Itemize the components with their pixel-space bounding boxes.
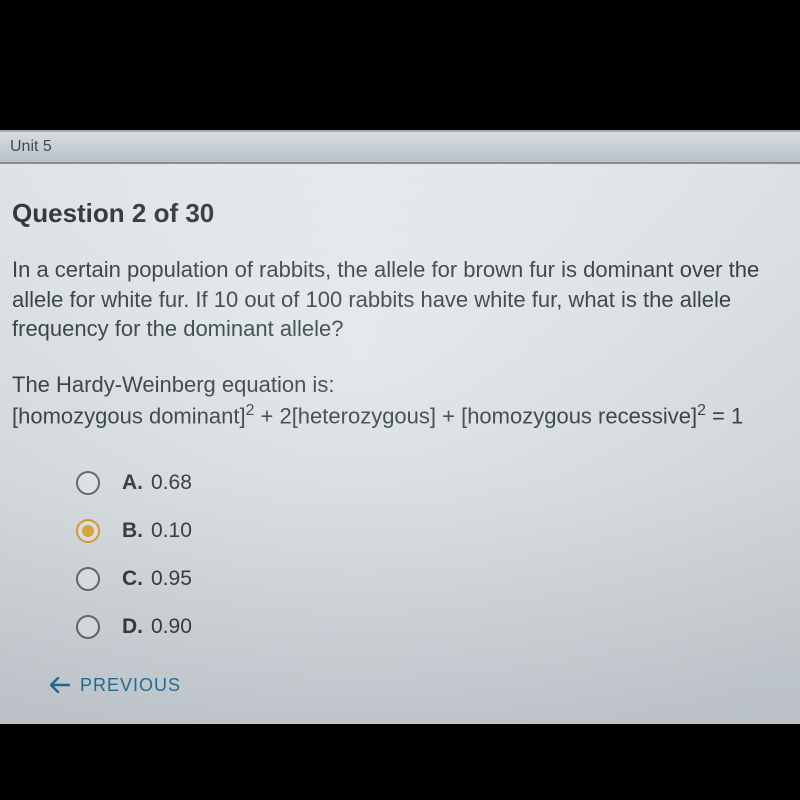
question-panel: Question 2 of 30 In a certain population…	[0, 164, 800, 724]
option-a[interactable]: A. 0.68	[76, 471, 790, 495]
equation-block: The Hardy-Weinberg equation is: [homozyg…	[12, 370, 790, 431]
option-d[interactable]: D. 0.90	[76, 615, 790, 639]
radio-icon	[76, 471, 100, 495]
previous-label: PREVIOUS	[80, 675, 181, 696]
option-letter: C.	[122, 567, 143, 591]
equation-intro: The Hardy-Weinberg equation is:	[12, 372, 334, 397]
equation-part1: [homozygous dominant]	[12, 403, 246, 428]
options-list: A. 0.68 B. 0.10 C. 0.95 D. 0.90	[12, 471, 790, 639]
radio-icon	[76, 567, 100, 591]
equation-part2: + 2[heterozygous] + [homozygous recessiv…	[254, 403, 697, 428]
option-letter: A.	[122, 471, 143, 495]
black-letterbox-top	[0, 0, 800, 130]
question-counter: Question 2 of 30	[12, 198, 790, 229]
option-text: 0.95	[151, 567, 192, 591]
unit-header-text: Unit 5	[10, 138, 52, 156]
option-c[interactable]: C. 0.95	[76, 567, 790, 591]
previous-button[interactable]: PREVIOUS	[12, 675, 790, 696]
option-text: 0.10	[151, 519, 192, 543]
arrow-left-icon	[50, 677, 70, 693]
option-letter: D.	[122, 615, 143, 639]
equation-sup-2: 2	[697, 402, 706, 419]
radio-icon	[76, 615, 100, 639]
option-b[interactable]: B. 0.10	[76, 519, 790, 543]
unit-header-strip: Unit 5	[0, 130, 800, 164]
option-text: 0.90	[151, 615, 192, 639]
radio-icon	[76, 519, 100, 543]
black-letterbox-bottom	[0, 724, 800, 800]
equation-rhs: = 1	[706, 403, 743, 428]
option-letter: B.	[122, 519, 143, 543]
question-body-text: In a certain population of rabbits, the …	[12, 255, 782, 344]
option-text: 0.68	[151, 471, 192, 495]
